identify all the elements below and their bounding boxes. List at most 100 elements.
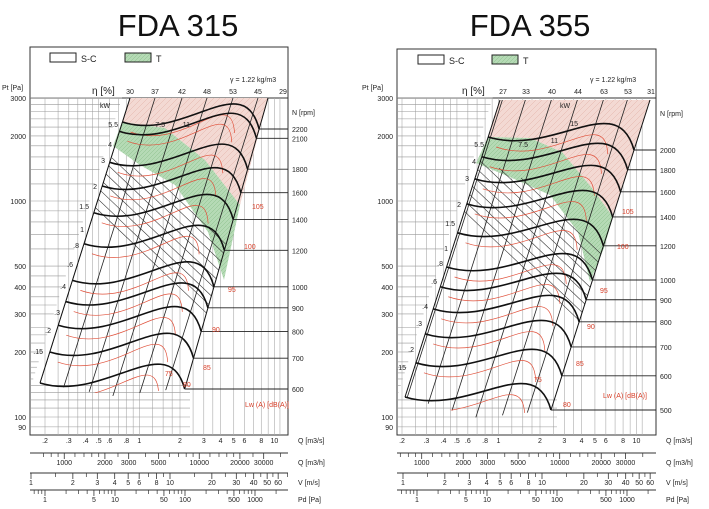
- power-value: 1.5: [445, 221, 455, 228]
- x-scale-tick-label: 3: [467, 480, 471, 487]
- power-axis-label: kW: [100, 103, 111, 110]
- x-scale-tick-label: 50: [263, 480, 271, 487]
- efficiency-value: 33: [522, 89, 530, 96]
- x-scale-tick-label: 40: [250, 480, 258, 487]
- efficiency-axis-label: η [%]: [92, 86, 115, 97]
- x-axis-label: Q [m3/s]: [666, 438, 693, 445]
- q-m3s-tick-label: .6: [106, 438, 112, 445]
- sound-curve: [454, 264, 567, 285]
- system-line: [405, 100, 606, 346]
- sound-curve: [110, 178, 217, 201]
- rpm-curve: [466, 189, 614, 218]
- x-axis-label: Q [m3/s]: [298, 438, 325, 445]
- power-value: 7.5: [155, 122, 165, 129]
- system-line: [67, 137, 268, 386]
- power-value: 4: [472, 159, 476, 166]
- x-scale-tick-label: 3: [95, 480, 99, 487]
- rpm-curve: [93, 193, 235, 220]
- x-axis-label: V [m/s]: [666, 480, 688, 487]
- q-m3s-tick-label: .8: [482, 438, 488, 445]
- x-scale-tick-label: 100: [179, 497, 191, 504]
- q-m3s-tick-label: 2: [178, 438, 182, 445]
- sound-value: 80: [563, 402, 571, 409]
- q-m3s-tick-label: 5: [232, 438, 236, 445]
- sound-curve: [474, 201, 587, 221]
- power-axis-label: kW: [560, 103, 571, 110]
- rpm-curve: [446, 252, 594, 281]
- sound-value: 90: [587, 324, 595, 331]
- legend-label-s-c: S-C: [449, 56, 465, 66]
- power-value: 15: [570, 121, 578, 128]
- power-value: 11: [551, 138, 558, 145]
- x-scale-tick-label: 30000: [616, 460, 636, 467]
- x-scale-tick-label: 50: [532, 497, 540, 504]
- sound-curve: [465, 230, 578, 250]
- y-tick-label: 3000: [377, 96, 393, 103]
- x-scale-tick-label: 1: [43, 497, 47, 504]
- sound-value: 80: [183, 382, 191, 389]
- chart-title-fda-315: FDA 315: [117, 8, 239, 43]
- rpm-curve: [440, 272, 587, 300]
- speed-axis-label: N [rpm]: [292, 110, 315, 117]
- sound-value: 105: [252, 204, 264, 211]
- efficiency-line: [77, 98, 183, 396]
- x-scale-tick-label: 20000: [230, 460, 250, 467]
- rpm-curve: [101, 166, 242, 193]
- efficiency-line: [420, 100, 527, 418]
- q-m3s-tick-label: .3: [66, 438, 72, 445]
- efficiency-value: 44: [574, 89, 582, 96]
- speed-axis-label: N [rpm]: [660, 111, 683, 118]
- pressure-axis-label: Pt [Pa]: [2, 85, 23, 92]
- efficiency-line: [522, 100, 629, 418]
- rpm-value: 900: [292, 306, 304, 313]
- sound-curve: [57, 343, 169, 367]
- power-value: 1.5: [79, 204, 89, 211]
- x-scale-tick-label: 6: [137, 480, 141, 487]
- fan-right-boundary: [550, 99, 651, 411]
- rpm-curve: [404, 382, 552, 411]
- efficiency-value: 48: [203, 89, 211, 96]
- rpm-curve: [58, 305, 202, 332]
- sound-curve: [489, 154, 602, 174]
- q-m3s-tick-label: 2: [538, 438, 542, 445]
- legend-swatch-s-c: [49, 52, 77, 63]
- rpm-value: 1200: [292, 248, 308, 255]
- x-scale-tick-label: 3000: [121, 460, 137, 467]
- q-m3s-tick-label: 1: [137, 438, 141, 445]
- x-scale-tick-label: 1: [401, 480, 405, 487]
- sound-curve: [80, 272, 189, 295]
- y-tick-label: 300: [14, 312, 26, 319]
- power-value: .3: [54, 310, 60, 317]
- x-scale-tick-label: 60: [274, 480, 282, 487]
- power-value: 2: [93, 184, 97, 191]
- q-m3s-tick-label: 5: [593, 438, 597, 445]
- x-axis-label: Pd [Pa]: [666, 497, 689, 504]
- rpm-value: 1200: [660, 244, 676, 251]
- efficiency-axis-label: η [%]: [462, 86, 485, 97]
- sound-curve: [47, 374, 160, 396]
- x-scale-tick-label: 30000: [254, 460, 274, 467]
- power-value: 3: [465, 176, 469, 183]
- efficiency-value: 29: [279, 89, 287, 96]
- efficiency-value: 40: [548, 89, 556, 96]
- power-value: 5.5: [108, 122, 118, 129]
- rpm-curve: [65, 282, 209, 309]
- rpm-value: 700: [660, 345, 672, 352]
- rpm-value: 800: [660, 320, 672, 327]
- efficiency-value: 63: [600, 89, 608, 96]
- legend-swatch-t: [491, 54, 519, 65]
- y-tick-label: 100: [381, 415, 393, 422]
- y-tick-label: 90: [385, 425, 393, 432]
- x-scale-tick-label: 10: [111, 497, 119, 504]
- efficiency-line: [405, 100, 504, 418]
- x-axis-label: Pd [Pa]: [298, 497, 321, 504]
- x-scale-tick-label: 10: [166, 480, 174, 487]
- x-scale-tick-label: 30: [232, 480, 240, 487]
- system-line: [133, 167, 268, 396]
- x-axis-label: Q [m3/h]: [666, 460, 693, 467]
- power-value: 2: [457, 202, 461, 209]
- q-m3s-tick-label: 6: [242, 438, 246, 445]
- power-value: .3: [416, 321, 422, 328]
- sound-curve: [441, 306, 554, 326]
